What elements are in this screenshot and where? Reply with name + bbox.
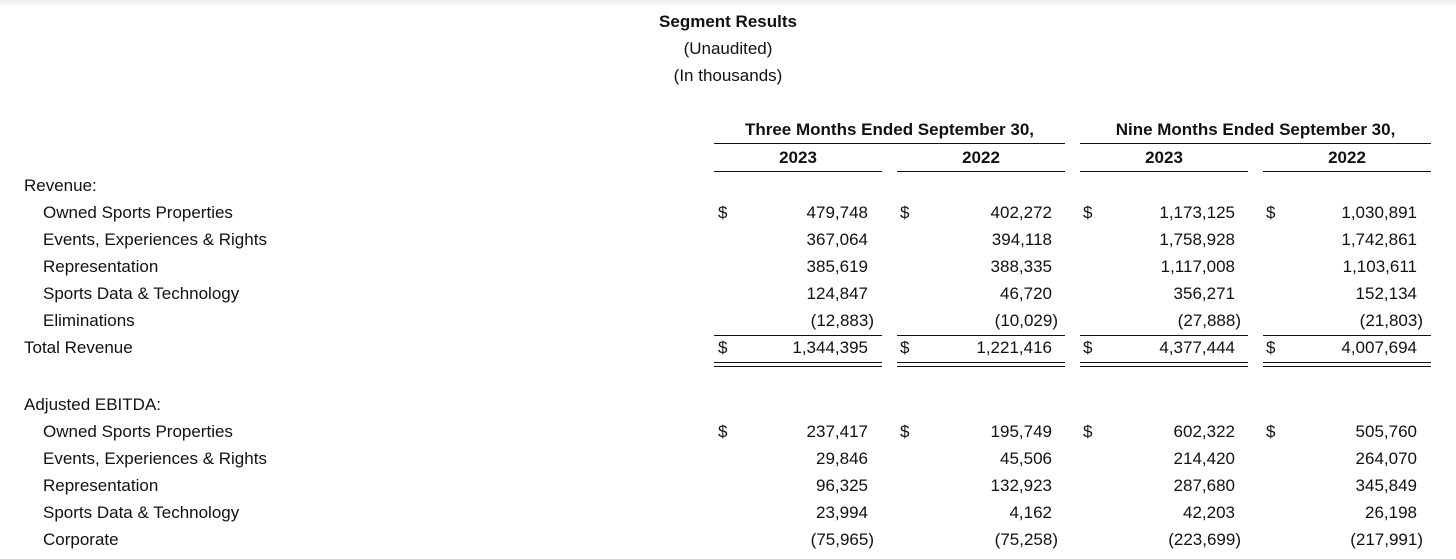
row-label: Sports Data & Technology: [43, 503, 240, 522]
column-year-rule: [714, 171, 882, 172]
top-shadow: [0, 0, 1456, 8]
column-year-header: 2022: [962, 148, 1000, 167]
table-cell-value: 602,322: [1173, 422, 1235, 441]
row-label: Events, Experiences & Rights: [43, 449, 267, 468]
table-cell-value: 45,506: [1000, 449, 1052, 468]
total-double-rule: [1080, 362, 1248, 367]
total-cell-value: 4,007,694: [1341, 338, 1417, 357]
total-double-rule: [897, 362, 1065, 367]
total-double-rule: [714, 362, 882, 367]
table-cell-value: (75,258): [994, 530, 1058, 549]
table-subtitle-units: (In thousands): [673, 66, 783, 85]
table-title: Segment Results: [659, 12, 797, 31]
row-label: Owned Sports Properties: [43, 422, 233, 441]
table-cell-value: 388,335: [990, 257, 1052, 276]
currency-symbol: $: [1083, 203, 1093, 222]
table-cell-value: 1,103,611: [1342, 257, 1417, 276]
table-cell-value: 479,748: [806, 203, 868, 222]
table-cell-value: (21,803): [1359, 311, 1423, 330]
table-cell-value: 402,272: [990, 203, 1052, 222]
table-cell-value: 237,417: [806, 422, 868, 441]
section-header: Adjusted EBITDA:: [24, 395, 162, 414]
table-cell-value: 96,325: [816, 476, 868, 495]
total-row-label: Total Revenue: [24, 338, 133, 357]
currency-symbol: $: [718, 203, 728, 222]
row-label: Owned Sports Properties: [43, 203, 233, 222]
subtotal-rule: [1080, 335, 1248, 336]
subtotal-rule: [714, 335, 882, 336]
currency-symbol: $: [1083, 422, 1093, 441]
table-cell-value: 287,680: [1173, 476, 1235, 495]
table-cell-value: 195,749: [990, 422, 1052, 441]
table-cell-value: 124,847: [806, 284, 868, 303]
subtotal-rule: [897, 335, 1065, 336]
currency-symbol: $: [900, 203, 910, 222]
table-cell-value: 345,849: [1355, 476, 1417, 495]
column-group-rule: [714, 143, 1065, 144]
table-cell-value: 356,271: [1173, 284, 1235, 303]
row-label: Sports Data & Technology: [43, 284, 240, 303]
table-cell-value: 385,619: [806, 257, 868, 276]
total-cell-value: 1,221,416: [976, 338, 1052, 357]
column-year-rule: [1263, 171, 1431, 172]
table-cell-value: 1,173,125: [1159, 203, 1235, 222]
table-cell-value: 46,720: [1000, 284, 1052, 303]
currency-symbol: $: [1266, 203, 1276, 222]
currency-symbol: $: [1266, 422, 1276, 441]
table-cell-value: 1,117,008: [1160, 257, 1235, 276]
table-cell-value: (217,991): [1350, 530, 1423, 549]
table-cell-value: 1,742,861: [1341, 230, 1417, 249]
row-label: Representation: [43, 476, 159, 495]
subtotal-rule: [1263, 335, 1431, 336]
table-cell-value: 367,064: [806, 230, 868, 249]
row-label: Representation: [43, 257, 159, 276]
currency-symbol: $: [718, 422, 728, 441]
total-double-rule: [1263, 362, 1431, 367]
table-cell-value: (75,965): [810, 530, 874, 549]
currency-symbol: $: [1083, 338, 1093, 357]
column-year-rule: [897, 171, 1065, 172]
table-cell-value: 1,030,891: [1341, 203, 1417, 222]
column-group-header: Nine Months Ended September 30,: [1115, 120, 1396, 139]
row-label: Events, Experiences & Rights: [43, 230, 267, 249]
table-cell-value: (12,883): [810, 311, 874, 330]
row-label: Eliminations: [43, 311, 135, 330]
table-cell-value: 23,994: [816, 503, 868, 522]
section-header: Revenue:: [24, 176, 97, 195]
table-cell-value: 4,162: [1009, 503, 1052, 522]
row-label: Corporate: [43, 530, 119, 549]
column-year-rule: [1080, 171, 1248, 172]
table-cell-value: 42,203: [1183, 503, 1235, 522]
table-cell-value: (10,029): [994, 311, 1058, 330]
currency-symbol: $: [1266, 338, 1276, 357]
table-cell-value: 132,923: [990, 476, 1052, 495]
currency-symbol: $: [900, 338, 910, 357]
table-cell-value: 505,760: [1355, 422, 1417, 441]
table-cell-value: 214,420: [1173, 449, 1235, 468]
table-cell-value: 29,846: [816, 449, 868, 468]
column-group-header: Three Months Ended September 30,: [744, 120, 1035, 139]
column-year-header: 2023: [779, 148, 817, 167]
table-cell-value: 1,758,928: [1159, 230, 1235, 249]
table-cell-value: 26,198: [1365, 503, 1417, 522]
total-cell-value: 4,377,444: [1159, 338, 1235, 357]
table-cell-value: 152,134: [1355, 284, 1417, 303]
table-cell-value: (223,699): [1168, 530, 1241, 549]
table-subtitle-unaudited: (Unaudited): [683, 39, 773, 58]
table-cell-value: (27,888): [1177, 311, 1241, 330]
column-year-header: 2023: [1145, 148, 1183, 167]
currency-symbol: $: [718, 338, 728, 357]
column-group-rule: [1080, 143, 1431, 144]
column-year-header: 2022: [1328, 148, 1366, 167]
total-cell-value: 1,344,395: [792, 338, 868, 357]
table-cell-value: 394,118: [991, 230, 1052, 249]
currency-symbol: $: [900, 422, 910, 441]
table-cell-value: 264,070: [1355, 449, 1417, 468]
